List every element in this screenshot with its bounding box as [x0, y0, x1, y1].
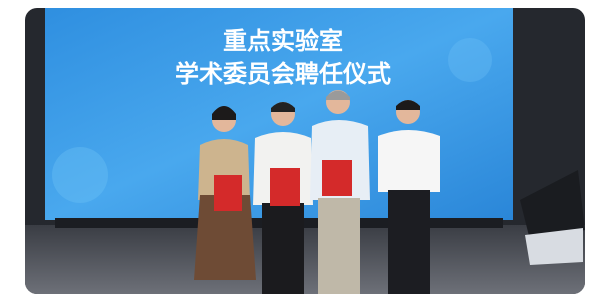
photo-card: 重点实验室 学术委员会聘任仪式	[0, 0, 598, 294]
screen-decor	[52, 147, 108, 203]
screen-decor	[448, 38, 492, 82]
floor	[25, 225, 585, 294]
screen-subtitle: 学术委员会聘任仪式	[175, 60, 391, 88]
photo: 重点实验室 学术委员会聘任仪式	[25, 8, 585, 294]
screen-title: 重点实验室	[223, 27, 343, 55]
page: 重点实验室 学术委员会聘任仪式 (	[0, 0, 598, 294]
